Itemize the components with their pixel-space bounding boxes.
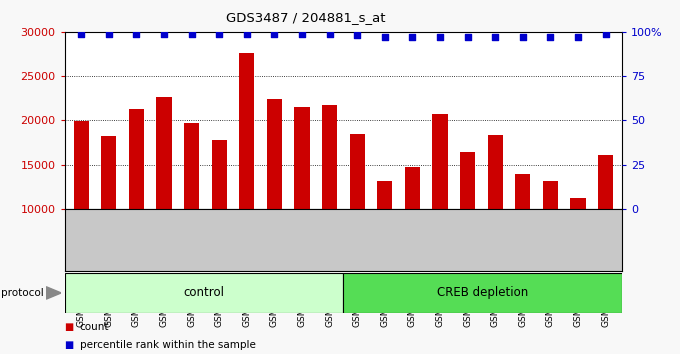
Bar (432, 114, 447, 297)
Text: percentile rank within the sample: percentile rank within the sample (80, 340, 256, 350)
Point (269, 31, 280, 36)
Bar (65, 273, 343, 313)
Text: ■: ■ (65, 340, 74, 350)
Bar (377, 181, 392, 297)
Bar (460, 152, 475, 297)
Bar (350, 134, 364, 297)
Point (186, 31, 197, 36)
Bar (267, 99, 282, 297)
Point (75, 31, 86, 36)
Point (517, 34, 528, 40)
Point (379, 34, 390, 40)
Point (352, 33, 362, 38)
Text: ■: ■ (65, 322, 74, 332)
Bar (515, 175, 530, 297)
Text: GDS3487 / 204881_s_at: GDS3487 / 204881_s_at (226, 11, 386, 24)
Point (324, 31, 335, 36)
Bar (488, 135, 503, 297)
Bar (184, 123, 199, 297)
Bar (405, 167, 420, 297)
Point (131, 31, 142, 36)
Point (545, 34, 556, 40)
Text: count: count (80, 322, 109, 332)
Point (296, 31, 307, 36)
Point (407, 34, 418, 40)
Bar (73, 121, 89, 297)
Point (600, 31, 611, 36)
Point (435, 34, 445, 40)
Point (462, 34, 473, 40)
Bar (543, 181, 558, 297)
Bar (294, 107, 309, 297)
Bar (343, 273, 622, 313)
Bar (322, 105, 337, 297)
Point (241, 31, 252, 36)
Polygon shape (46, 287, 61, 299)
Bar (129, 109, 144, 297)
Point (573, 34, 583, 40)
Point (214, 31, 224, 36)
Point (158, 31, 169, 36)
Bar (598, 155, 613, 297)
Bar (101, 136, 116, 297)
Text: control: control (184, 286, 224, 299)
Text: CREB depletion: CREB depletion (437, 286, 528, 299)
Point (490, 34, 500, 40)
Bar (239, 53, 254, 297)
Point (103, 31, 114, 36)
Bar (156, 97, 171, 297)
Bar (211, 140, 226, 297)
Bar (571, 198, 585, 297)
Text: protocol: protocol (1, 288, 44, 298)
